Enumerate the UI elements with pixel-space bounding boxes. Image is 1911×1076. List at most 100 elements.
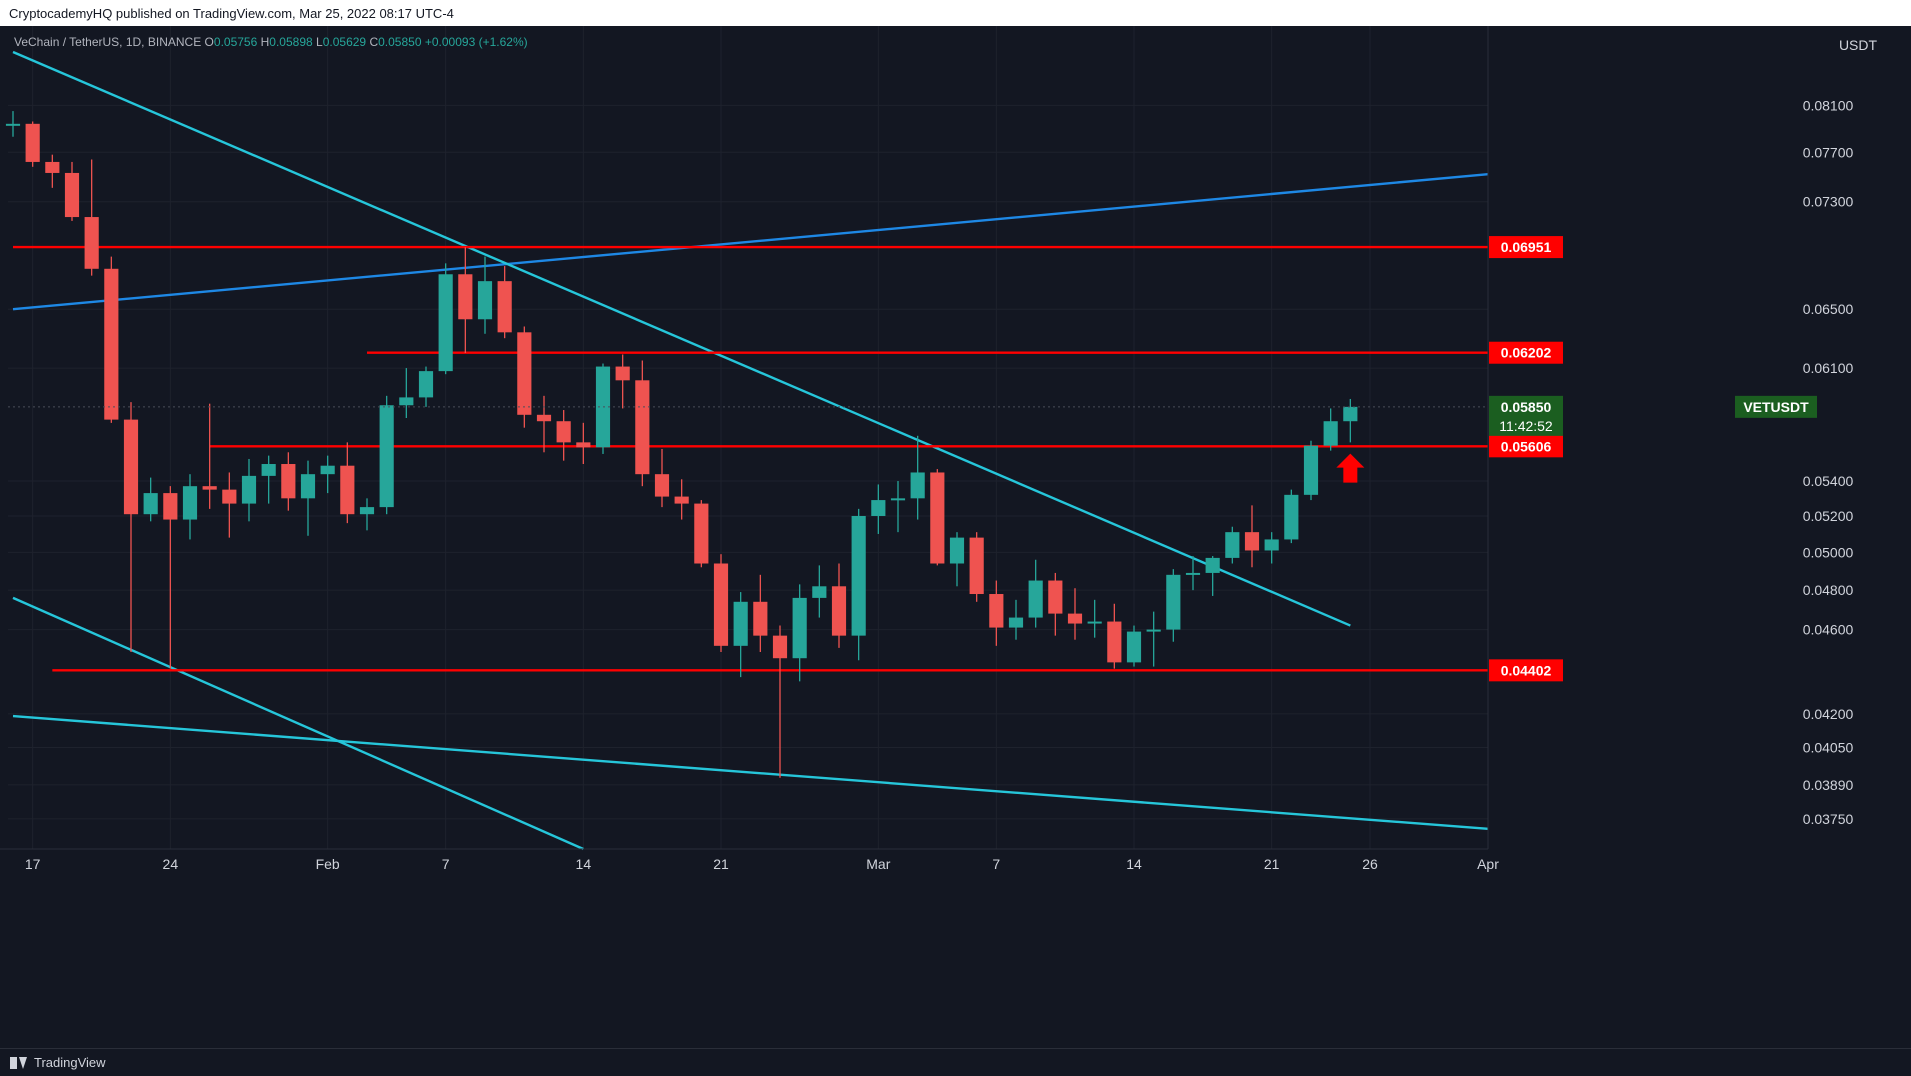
candle-body	[517, 332, 532, 415]
candle-body	[458, 274, 473, 320]
candle-body	[123, 419, 139, 515]
y-tick-label: 0.05200	[1803, 508, 1854, 524]
candle-body	[1264, 539, 1279, 551]
price-chart[interactable]: 0.08100 0.07700 0.07300 0.06500 0.06100 0.054…	[0, 26, 1911, 1048]
level-price-tag	[1489, 236, 1563, 259]
close-value: 0.05850	[378, 35, 422, 49]
support-resistance-levels[interactable]	[13, 245, 1488, 672]
candle-body	[1126, 631, 1142, 663]
candle-body	[1244, 532, 1260, 551]
trend-line-4[interactable]	[12, 714, 1489, 830]
candle-body	[713, 563, 729, 646]
y-tick-label: 0.05000	[1803, 544, 1854, 560]
candle-body	[45, 161, 60, 173]
y-tick-label: 0.04800	[1803, 582, 1854, 598]
currency-label[interactable]: USDT	[1839, 37, 1878, 53]
candle-body	[989, 594, 1004, 628]
candle-body	[1028, 580, 1043, 618]
candle-body	[930, 472, 945, 564]
candle-body	[1067, 613, 1083, 624]
candle-body	[261, 464, 276, 476]
price-axis[interactable]: 0.08100 0.07700 0.07300 0.06500 0.06100 0.054…	[1487, 26, 1878, 849]
y-tick-label: 0.03750	[1803, 811, 1854, 827]
x-tick-label: 24	[163, 856, 179, 872]
change-value: +0.00093 (+1.62%)	[424, 35, 528, 49]
symbol-name: VeChain / TetherUS, 1D, BINANCE	[14, 35, 202, 49]
y-tick-label: 0.06500	[1803, 301, 1854, 317]
x-tick-label: Feb	[316, 856, 340, 872]
grid	[8, 26, 1489, 849]
x-tick-label: Mar	[866, 856, 890, 872]
symbol-legend: VeChain / TetherUS, 1D, BINANCE O0.05756…	[14, 35, 528, 49]
candle-body	[1166, 574, 1181, 630]
y-tick-label: 0.07300	[1803, 194, 1854, 210]
tradingview-logo-icon	[10, 1056, 28, 1069]
candle-body	[399, 397, 414, 406]
candle-body	[497, 281, 512, 333]
up-arrow-icon	[1336, 453, 1365, 483]
x-tick-label: 17	[25, 856, 41, 872]
candle-body	[438, 274, 453, 372]
x-tick-label: 26	[1362, 856, 1378, 872]
candle-body	[379, 405, 394, 508]
level-price-label: 0.06951	[1501, 239, 1552, 255]
candle-body	[1087, 621, 1102, 624]
low-value: 0.05629	[322, 35, 367, 49]
low-label: L	[316, 35, 323, 49]
candle-body	[949, 537, 965, 564]
x-tick-label: 21	[1264, 856, 1280, 872]
candle-body	[25, 123, 40, 162]
trend-line-1[interactable]	[12, 172, 1489, 311]
candle-body	[5, 123, 21, 126]
level-price-label: 0.05606	[1501, 438, 1552, 454]
open-value: 0.05756	[213, 35, 258, 49]
candle-body	[320, 465, 335, 475]
candle-body	[733, 601, 748, 646]
arrow-annotation	[1336, 453, 1365, 483]
symbol-tag	[1735, 395, 1817, 418]
candle-body	[1343, 406, 1358, 422]
y-tick-label: 0.08100	[1803, 97, 1854, 113]
trend-line-3[interactable]	[12, 596, 584, 851]
high-value: 0.05898	[269, 35, 313, 49]
candle-body	[1284, 494, 1299, 540]
y-tick-label: 0.06100	[1803, 360, 1854, 376]
candle-body	[64, 172, 80, 218]
publisher-bar: CryptocademyHQ published on TradingView.…	[0, 0, 1911, 26]
open-label: O	[204, 35, 214, 49]
candle-body	[615, 366, 630, 381]
candle-body	[222, 489, 237, 504]
candle-body	[1185, 572, 1201, 575]
candle-body	[1303, 445, 1319, 495]
candle-body	[556, 421, 571, 443]
symbol-tag-label: VETUSDT	[1743, 399, 1809, 415]
candle-body	[831, 586, 847, 636]
trend-lines[interactable]	[12, 50, 1489, 851]
candle-body	[910, 472, 925, 499]
level-price-tag	[1489, 341, 1563, 364]
level-price-tag	[1489, 435, 1563, 458]
candle-body	[418, 371, 434, 398]
y-tick-label: 0.04050	[1803, 740, 1854, 756]
candle-body	[163, 493, 178, 520]
candle-body	[477, 281, 493, 320]
candle-body	[1107, 621, 1122, 663]
brand-text: TradingView	[34, 1055, 106, 1070]
price-tags: 0.06951 0.06202 0.05606 0.04402 VETUSDT 0.058…	[8, 236, 1817, 682]
candle-body	[890, 498, 906, 501]
y-tick-label: 0.07700	[1803, 144, 1854, 160]
candle-body	[792, 597, 807, 659]
x-tick-label: 21	[713, 856, 729, 872]
candle-body	[812, 586, 827, 598]
x-tick-label: 7	[992, 856, 1000, 872]
y-tick-label: 0.04600	[1803, 622, 1854, 638]
trend-line-2[interactable]	[12, 50, 1351, 627]
candle-body	[182, 486, 198, 520]
time-axis[interactable]: 17 24 Feb 7 14 21 Mar 7 14 21 26 Apr	[0, 848, 1499, 872]
candles	[5, 111, 1358, 778]
candle-body	[359, 507, 375, 515]
candle-body	[281, 464, 296, 499]
candle-body	[753, 601, 768, 636]
candle-body	[576, 442, 591, 448]
tradingview-logo[interactable]: TradingView	[10, 1055, 106, 1070]
